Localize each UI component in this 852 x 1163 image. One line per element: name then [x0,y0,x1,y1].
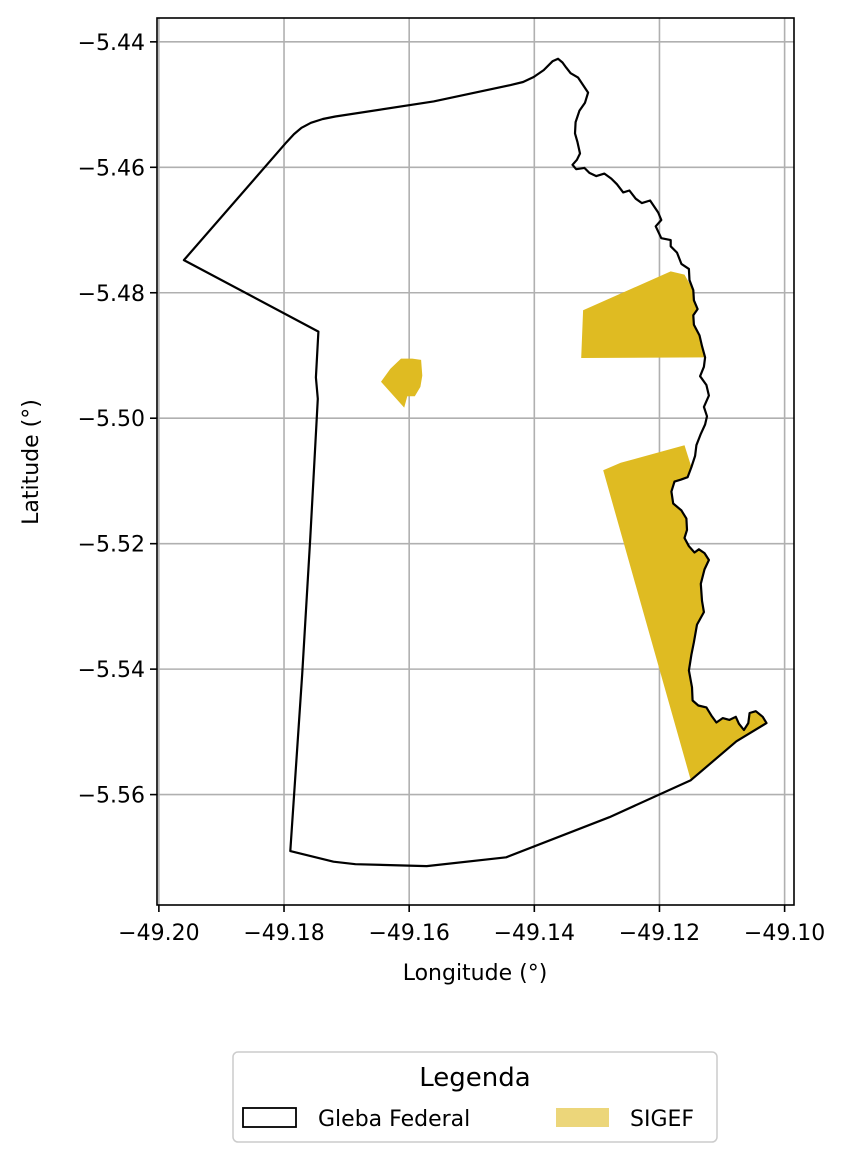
x-axis-ticks: −49.20 −49.18 −49.16 −49.14 −49.12 −49.10 [118,905,825,946]
sigef-parcel-2 [581,271,706,358]
y-tick-label-0: −5.44 [78,31,145,56]
y-axis-title: Latitude (°) [19,399,44,525]
x-tick-label-1: −49.18 [243,921,324,946]
legend-label-sigef: SIGEF [630,1107,694,1132]
plot-frame [156,17,795,906]
x-tick-label-3: −49.14 [494,921,575,946]
y-tick-label-4: −5.52 [78,533,145,558]
y-tick-label-6: −5.56 [78,784,145,809]
y-tick-label-5: −5.54 [78,658,145,683]
gleba-federal-boundary [182,57,768,868]
legend-swatch-sigef [556,1108,609,1127]
x-tick-label-2: −49.16 [368,921,449,946]
x-axis-title: Longitude (°) [403,961,548,986]
map-layers [182,57,768,868]
y-axis-ticks: −5.44 −5.46 −5.48 −5.50 −5.52 −5.54 −5.56 [78,31,157,809]
y-tick-label-3: −5.50 [78,407,145,432]
sigef-parcel-1 [381,358,423,408]
x-tick-label-5: −49.10 [744,921,825,946]
x-tick-label-0: −49.20 [118,921,199,946]
legend-label-gleba-federal: Gleba Federal [318,1107,470,1132]
x-tick-label-4: −49.12 [619,921,700,946]
legend-title: Legenda [419,1063,530,1093]
legend: Legenda Gleba Federal SIGEF [232,1051,718,1143]
sigef-parcel-3 [603,445,767,781]
y-tick-label-1: −5.46 [78,156,145,181]
y-tick-label-2: −5.48 [78,282,145,307]
legend-swatch-gleba-federal [242,1107,297,1128]
